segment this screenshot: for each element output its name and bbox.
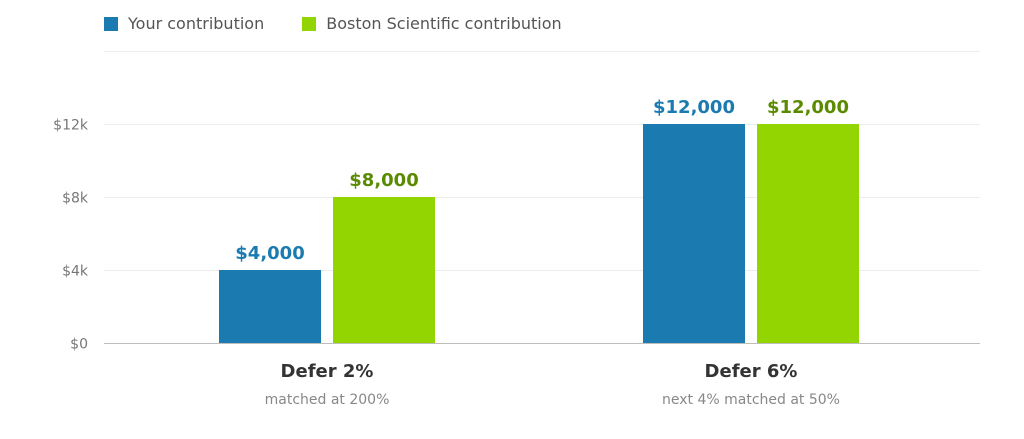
legend-item-company-contribution[interactable]: Boston Scientific contribution [302, 14, 562, 33]
legend-label-company-contribution: Boston Scientific contribution [326, 14, 562, 33]
legend-item-your-contribution[interactable]: Your contribution [104, 14, 264, 33]
y-tick-label: $0 [70, 337, 88, 353]
legend-label-your-contribution: Your contribution [128, 14, 265, 33]
bar [219, 270, 321, 343]
legend-swatch-your-contribution [104, 16, 118, 31]
legend: Your contribution Boston Scientific cont… [104, 14, 600, 33]
bar [757, 124, 859, 343]
y-tick-label: $12k [53, 118, 89, 134]
bar-value-label: $12,000 [653, 97, 735, 118]
y-tick-label: $4k [62, 264, 89, 280]
y-tick-label: $8k [62, 191, 89, 207]
category-label: Defer 2% [281, 361, 374, 382]
category-sublabel: matched at 200% [265, 392, 390, 408]
bar [333, 197, 435, 343]
bar-value-label: $4,000 [235, 243, 304, 264]
category-sublabel: next 4% matched at 50% [662, 392, 840, 408]
bar [643, 124, 745, 343]
bar-value-label: $8,000 [349, 170, 418, 191]
legend-swatch-company-contribution [302, 16, 317, 31]
category-label: Defer 6% [705, 361, 798, 382]
bar-value-label: $12,000 [767, 97, 849, 118]
